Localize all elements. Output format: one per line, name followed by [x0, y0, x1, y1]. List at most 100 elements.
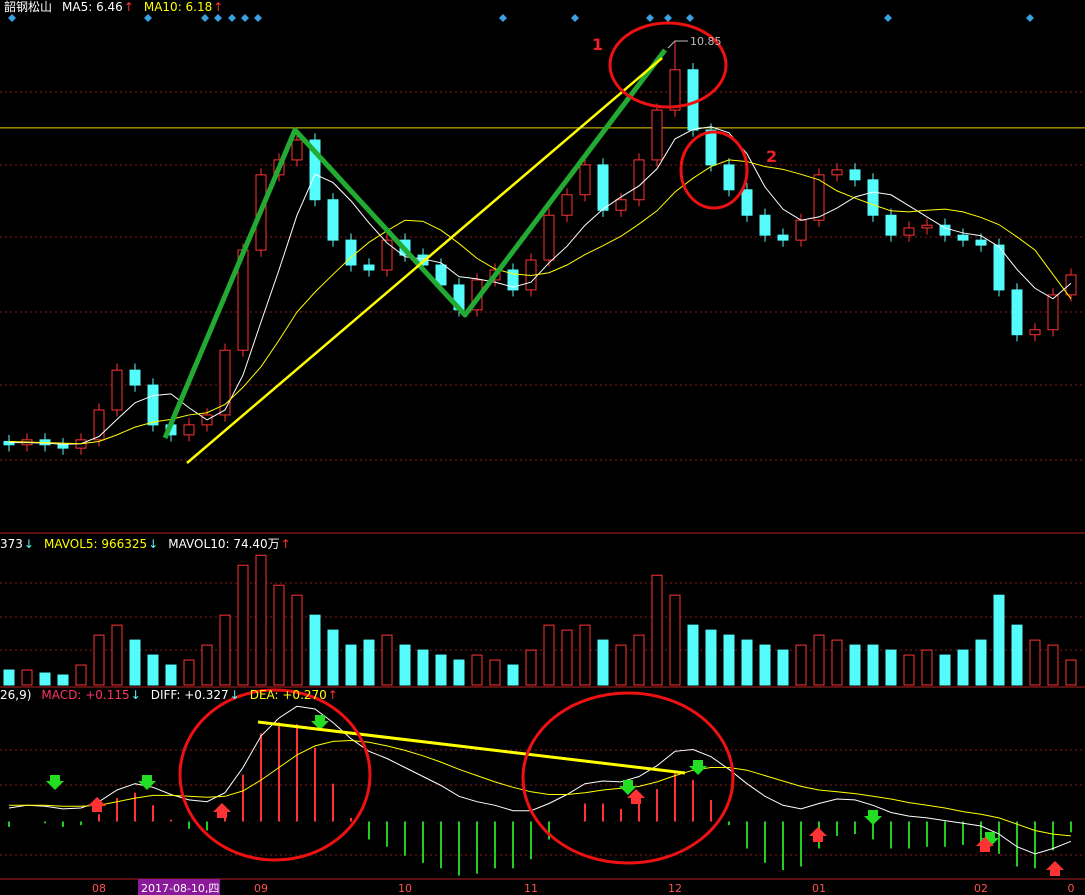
candle-body — [777, 234, 789, 241]
legend-item: MAVOL5: 966325↓ — [43, 537, 159, 551]
volume-bar — [237, 564, 249, 686]
peak-label: 10.85 — [690, 35, 722, 48]
candle-body — [867, 179, 879, 216]
volume-bar — [93, 634, 105, 686]
x-tick-label: 12 — [668, 882, 682, 895]
price-legend: 韶钢松山 MA5: 6.46↑ MA10: 6.18↑ — [4, 0, 233, 15]
volume-bar — [669, 594, 681, 686]
candle-body — [435, 264, 447, 286]
volume-bar — [3, 669, 15, 686]
candle-body — [1029, 329, 1041, 336]
legend-arrow: ↓ — [148, 537, 159, 551]
volume-bar — [1011, 624, 1023, 686]
candle-body — [219, 349, 231, 416]
legend-item: 373↓ — [0, 537, 34, 551]
candle-body — [831, 169, 843, 176]
candle-body — [651, 109, 663, 161]
signal-diamonds — [8, 14, 1034, 22]
candle-body — [381, 239, 393, 271]
candle-body — [363, 264, 375, 271]
volume-bar — [867, 644, 879, 686]
candle-body — [813, 174, 825, 221]
volume-bar — [489, 659, 501, 686]
candle-body — [975, 239, 987, 246]
volume-bar — [201, 644, 213, 686]
volume-bar — [543, 624, 555, 686]
volume-bar — [327, 629, 339, 686]
candle-body — [57, 444, 69, 449]
volume-bar — [525, 649, 537, 686]
volume-bar — [255, 554, 267, 686]
candle-body — [759, 214, 771, 236]
annotation-label: 2 — [766, 147, 777, 166]
volume-bar — [795, 644, 807, 686]
volume-bar — [1065, 659, 1077, 686]
candle-body — [921, 224, 933, 229]
volume-bar — [273, 584, 285, 686]
candle-body — [507, 269, 519, 291]
legend-item: 26,9) — [0, 688, 32, 702]
candle-body — [1065, 274, 1077, 296]
volume-bar — [75, 664, 87, 686]
volume-legend: 373↓ MAVOL5: 966325↓ MAVOL10: 74.40万↑ — [0, 535, 301, 552]
volume-bar — [507, 664, 519, 686]
volume-bar — [777, 649, 789, 686]
candle-body — [741, 189, 753, 216]
candle-body — [939, 224, 951, 236]
candle-body — [615, 199, 627, 211]
volume-bar — [129, 639, 141, 686]
series-line — [9, 126, 1072, 445]
candle-body — [1047, 294, 1059, 331]
x-tick-label: 0 — [1068, 882, 1075, 895]
volume-bar — [111, 624, 123, 686]
legend-arrow: ↑ — [123, 0, 134, 14]
candle-body — [183, 424, 195, 436]
legend-item: MAVOL10: 74.40万↑ — [168, 537, 291, 551]
volume-bar — [579, 624, 591, 686]
chart-title: 韶钢松山 — [4, 0, 53, 14]
annotation-label: 1 — [592, 35, 603, 54]
x-tick-label: 11 — [524, 882, 538, 895]
volume-bar — [723, 634, 735, 686]
legend-arrow: ↓ — [23, 537, 34, 551]
candle-body — [93, 409, 105, 441]
cursor-date-box — [138, 879, 220, 895]
volume-bar — [957, 649, 969, 686]
macd-legend: 26,9) MACD: +0.115↓ DIFF: +0.327↓ DEA: +0.2… — [0, 688, 348, 702]
candle-body — [579, 164, 591, 196]
volume-bar — [741, 639, 753, 686]
grid — [0, 91, 1085, 880]
legend-item: MA5: 6.46↑ — [62, 0, 134, 14]
volume-bar — [705, 629, 717, 686]
series-line — [8, 159, 1072, 445]
legend-arrow: ↑ — [280, 537, 291, 551]
volume-bar — [921, 649, 933, 686]
candle-body — [795, 219, 807, 241]
legend-item: MA10: 6.18↑ — [143, 0, 224, 14]
volume-bar — [597, 639, 609, 686]
candle-body — [597, 164, 609, 211]
x-tick-label: 08 — [92, 882, 106, 895]
x-tick-label: 09 — [254, 882, 268, 895]
volume-bar — [687, 624, 699, 686]
volume-bar — [651, 574, 663, 686]
legend-arrow: ↓ — [130, 688, 141, 702]
volume-bar — [633, 634, 645, 686]
candle-body — [327, 199, 339, 241]
candle-body — [633, 159, 645, 201]
volume-bar — [165, 664, 177, 686]
x-tick-label: 01 — [812, 882, 826, 895]
volume-bar — [561, 629, 573, 686]
legend-item: DEA: +0.270↑ — [249, 688, 338, 702]
volume-bar — [345, 644, 357, 686]
volume-bar — [435, 654, 447, 686]
candle-body — [957, 234, 969, 241]
legend-arrow: ↑ — [213, 0, 224, 14]
volume-bar — [363, 639, 375, 686]
candle-body — [561, 194, 573, 216]
series-line — [8, 705, 1072, 855]
candle-body — [147, 384, 159, 426]
volume-bar — [453, 659, 465, 686]
